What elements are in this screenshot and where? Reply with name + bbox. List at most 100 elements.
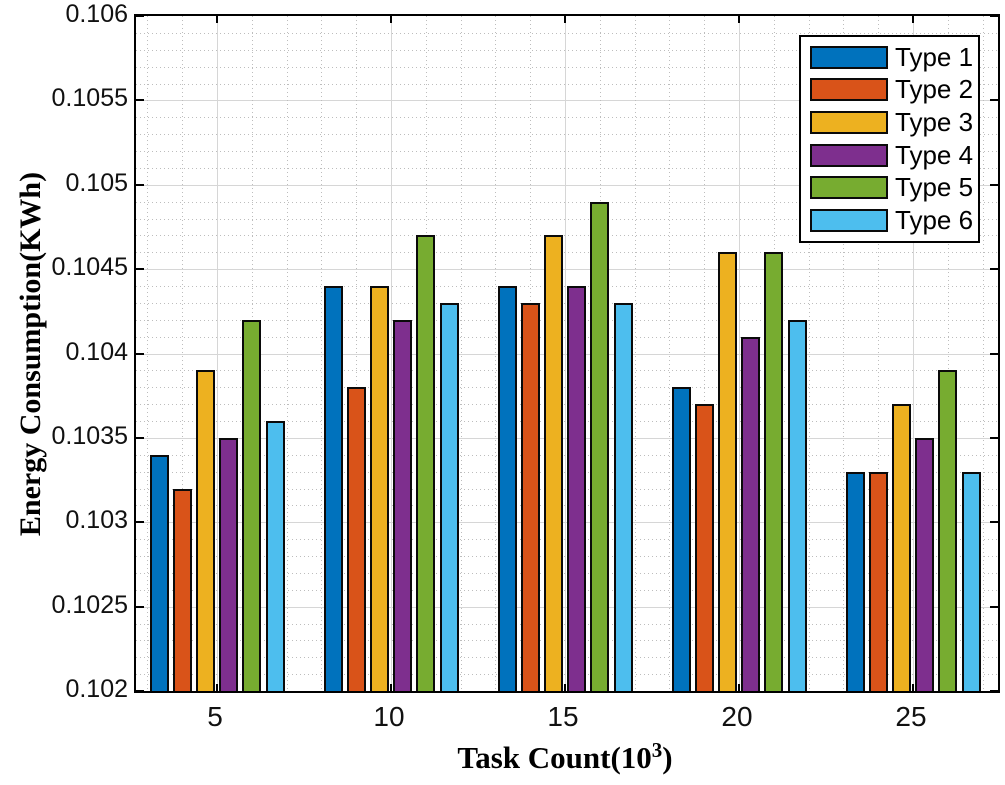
- bar-type-2-group-15: [520, 302, 540, 691]
- y-tick-mark: [136, 183, 144, 186]
- minor-gridline-v: [947, 16, 949, 691]
- minor-gridline-v: [495, 16, 497, 691]
- minor-gridline-h: [136, 572, 998, 574]
- x-tick-mark: [912, 684, 914, 691]
- minor-gridline-h: [136, 218, 998, 220]
- minor-gridline-h: [136, 235, 998, 237]
- minor-gridline-h: [136, 539, 998, 541]
- minor-gridline-v: [808, 16, 810, 691]
- bar-type-6-group-10: [439, 302, 459, 691]
- bar-type-3-group-20: [717, 252, 737, 691]
- x-tick-mark: [390, 684, 392, 691]
- bar-type-1-group-20: [671, 387, 691, 691]
- x-tick-label: 10: [373, 701, 405, 732]
- bar-type-2-group-25: [868, 471, 888, 691]
- legend-swatch: [810, 111, 888, 135]
- minor-gridline-h: [136, 421, 998, 422]
- major-gridline-v: [913, 16, 914, 691]
- legend-item-type-5: Type 5: [810, 172, 978, 202]
- bar-type-4-group-25: [915, 437, 935, 691]
- x-tick-mark: [390, 16, 392, 23]
- minor-gridline-h: [136, 151, 998, 152]
- bar-type-5-group-5: [242, 319, 262, 691]
- bar-type-4-group-15: [567, 286, 587, 691]
- legend-item-type-3: Type 3: [810, 107, 978, 137]
- major-gridline-h: [136, 184, 998, 186]
- bar-type-4-group-5: [219, 437, 239, 691]
- minor-gridline-v: [634, 16, 636, 691]
- x-axis-title-close: ): [662, 740, 673, 775]
- x-tick-label: 25: [895, 701, 927, 732]
- y-tick-label: 0.102: [65, 675, 128, 703]
- bar-type-5-group-20: [764, 252, 784, 691]
- legend-item-type-4: Type 4: [810, 140, 978, 170]
- minor-gridline-h: [136, 387, 998, 389]
- y-tick-mark: [990, 15, 998, 17]
- y-tick-label: 0.105: [65, 168, 128, 197]
- minor-gridline-h: [136, 32, 998, 34]
- legend-label: Type 5: [895, 172, 974, 203]
- minor-gridline-h: [136, 83, 998, 85]
- x-axis-title-text: Task Count(10: [457, 740, 652, 775]
- y-tick-mark: [136, 352, 144, 355]
- legend-item-type-2: Type 2: [810, 74, 978, 104]
- bar-type-3-group-25: [891, 404, 911, 691]
- minor-gridline-h: [136, 370, 998, 372]
- minor-gridline-v: [356, 16, 358, 691]
- legend-label: Type 3: [895, 107, 974, 138]
- legend-swatch: [810, 143, 888, 167]
- minor-gridline-h: [136, 117, 998, 119]
- legend-label: Type 1: [895, 41, 974, 72]
- bar-type-6-group-20: [787, 319, 807, 691]
- x-tick-mark: [216, 684, 218, 691]
- major-gridline-v: [739, 16, 740, 691]
- minor-gridline-h: [136, 505, 998, 507]
- bar-type-3-group-5: [195, 370, 215, 691]
- legend-label: Type 4: [895, 139, 974, 170]
- minor-gridline-v: [147, 16, 149, 691]
- x-tick-label: 20: [721, 701, 753, 732]
- bar-type-5-group-25: [938, 370, 958, 691]
- y-tick-mark: [990, 605, 998, 608]
- bar-type-3-group-15: [543, 235, 563, 691]
- x-tick-mark: [738, 684, 740, 691]
- legend-swatch: [810, 176, 888, 200]
- bar-type-6-group-25: [961, 471, 981, 691]
- minor-gridline-h: [136, 471, 998, 473]
- legend-label: Type 6: [895, 205, 974, 236]
- x-axis-title: Task Count(103): [134, 740, 996, 776]
- legend-swatch: [810, 78, 888, 102]
- minor-gridline-h: [136, 49, 998, 51]
- y-tick-mark: [990, 99, 998, 102]
- minor-gridline-v: [460, 16, 462, 691]
- minor-gridline-h: [136, 286, 998, 287]
- y-tick-label: 0.106: [65, 0, 128, 28]
- x-tick-mark: [738, 16, 740, 23]
- minor-gridline-h: [136, 488, 998, 490]
- major-gridline-h: [136, 437, 998, 439]
- legend: Type 1 Type 2 Type 3 Type 4 Type 5 Type 6: [799, 35, 980, 243]
- major-gridline-h: [136, 100, 998, 102]
- minor-gridline-h: [136, 589, 998, 591]
- minor-gridline-v: [704, 16, 706, 691]
- minor-gridline-v: [878, 16, 880, 691]
- bar-type-2-group-20: [694, 404, 714, 691]
- minor-gridline-h: [136, 252, 998, 254]
- y-tick-mark: [136, 268, 144, 271]
- minor-gridline-v: [182, 16, 184, 691]
- bar-type-5-group-10: [416, 235, 436, 691]
- y-tick-label: 0.1055: [51, 84, 128, 113]
- legend-swatch: [810, 209, 888, 233]
- bar-type-3-group-10: [369, 286, 389, 691]
- x-tick-mark: [564, 16, 566, 23]
- minor-gridline-v: [286, 16, 288, 691]
- major-gridline-v: [217, 16, 218, 691]
- bar-type-2-group-10: [346, 387, 366, 691]
- minor-gridline-h: [136, 674, 998, 676]
- bar-type-5-group-15: [590, 201, 610, 691]
- minor-gridline-h: [136, 167, 998, 169]
- x-tick-label: 15: [547, 701, 579, 732]
- legend-label: Type 2: [895, 74, 974, 105]
- x-axis-title-exponent: 3: [651, 738, 663, 762]
- major-gridline-h: [136, 269, 998, 271]
